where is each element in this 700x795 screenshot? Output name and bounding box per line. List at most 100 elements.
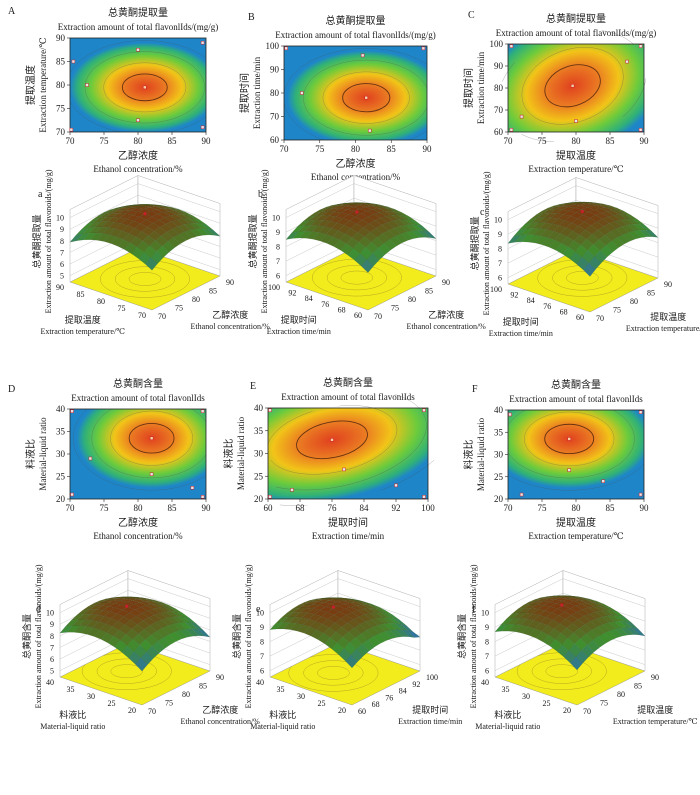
design-point <box>365 96 368 99</box>
z-axis-label-cn: 总黄酮含量 <box>456 614 467 659</box>
chart-title-cn: 总黄酮含量 <box>323 376 373 389</box>
design-point <box>291 488 294 491</box>
left-axis-tick-label: 20 <box>338 706 346 715</box>
chart-title-cn: 总黄酮提取量 <box>326 14 386 27</box>
chart-title-en: Extraction amount of total flavonlIds/(m… <box>58 22 218 32</box>
chart-title-cn: 总黄酮提取量 <box>108 6 168 19</box>
design-point <box>560 603 563 606</box>
x-tick-label: 80 <box>134 136 144 146</box>
chart-title-cn: 总黄酮提取量 <box>546 12 606 25</box>
left-axis-label-cn: 提取时间 <box>503 316 539 327</box>
x-axis-label-en: Ethanol concentration/% <box>93 531 183 541</box>
left-axis-tick-label: 68 <box>338 305 346 314</box>
y-tick-label: 90 <box>494 61 504 71</box>
y-axis-label-en: Extraction time/min <box>476 51 486 124</box>
right-axis-label-cn: 提取时间 <box>412 704 448 715</box>
y-tick-label: 70 <box>494 105 504 115</box>
design-point <box>423 495 426 498</box>
design-point <box>89 457 92 460</box>
right-axis-tick-label: 60 <box>358 707 366 716</box>
z-axis-label-cn: 总黄酮提取量 <box>247 214 258 268</box>
y-tick-label: 40 <box>56 404 66 414</box>
z-tick-label: 8 <box>260 638 264 647</box>
design-point <box>602 480 605 483</box>
left-axis-tick-label: 35 <box>67 685 75 694</box>
response-fill <box>508 410 644 499</box>
x-axis-label-en: Extraction time/min <box>312 531 385 541</box>
chart-title-en: Extraction amount of total flavonlIds <box>71 393 205 403</box>
left-axis-tick-label: 60 <box>354 311 362 320</box>
z-tick-label: 8 <box>485 638 489 647</box>
x-tick-label: 90 <box>640 136 650 146</box>
right-axis-tick-label: 68 <box>372 700 380 709</box>
design-point <box>423 409 426 412</box>
x-tick-label: 100 <box>421 503 435 513</box>
z-axis-label-cn: 总黄酮提取量 <box>469 216 480 270</box>
z-tick-label: 7 <box>498 259 502 268</box>
y-tick-label: 80 <box>494 83 504 93</box>
x-tick-label: 85 <box>606 136 616 146</box>
design-point <box>201 410 204 413</box>
y-tick-label: 30 <box>494 450 504 460</box>
x-tick-label: 85 <box>606 503 616 513</box>
y-axis-label-en: Extraction temperature/℃ <box>38 37 48 132</box>
design-point <box>520 115 523 118</box>
right-axis-tick-label: 85 <box>634 682 642 691</box>
design-point <box>520 493 523 496</box>
x-tick-label: 75 <box>100 503 110 513</box>
y-axis-label-en: Material-liquid ratio <box>38 417 48 491</box>
right-axis-tick-label: 85 <box>647 289 655 298</box>
left-axis-label-cn: 料液比 <box>494 709 521 720</box>
chart-title-en: Extraction amount of total flavonlIds <box>509 394 643 404</box>
right-axis-tick-label: 90 <box>442 278 450 287</box>
chart-title-en: Extraction amount of total flavonlIds <box>281 392 415 402</box>
design-point <box>71 410 74 413</box>
right-axis-tick-label: 90 <box>216 673 224 682</box>
right-axis-tick-label: 90 <box>664 280 672 289</box>
z-tick-label: 10 <box>494 216 502 225</box>
design-point <box>269 409 272 412</box>
left-axis-tick-label: 20 <box>563 706 571 715</box>
left-axis-tick-label: 30 <box>87 692 95 701</box>
y-tick-label: 40 <box>494 405 504 415</box>
right-axis-label-cn: 乙醇浓度 <box>202 704 238 715</box>
z-tick-label: 5 <box>60 272 64 281</box>
right-axis-tick-label: 85 <box>199 682 207 691</box>
chart-title-cn: 总黄酮含量 <box>113 377 163 390</box>
y-tick-label: 25 <box>254 471 264 481</box>
design-point <box>395 484 398 487</box>
design-point <box>343 468 346 471</box>
y-tick-label: 30 <box>56 449 66 459</box>
x-axis-label-en: Ethanol concentration/% <box>93 164 183 174</box>
right-axis-tick-label: 90 <box>226 278 234 287</box>
z-tick-label: 6 <box>276 272 280 281</box>
left-axis-tick-label: 25 <box>108 699 116 708</box>
y-tick-label: 90 <box>56 33 66 43</box>
left-axis-label-en: Extraction time/min <box>489 329 553 338</box>
y-axis-label-cn: 料液比 <box>462 440 475 470</box>
right-axis-tick-label: 90 <box>651 673 659 682</box>
left-axis-tick-label: 75 <box>118 304 126 313</box>
y-axis-label-en: Material-liquid ratio <box>236 416 246 490</box>
response-fill <box>70 409 206 499</box>
x-tick-label: 80 <box>572 503 582 513</box>
z-axis-label-en: Extraction amount of total flavonoids/(m… <box>34 564 43 708</box>
y-tick-label: 35 <box>494 427 504 437</box>
left-axis-label-en: Material-liquid ratio <box>250 722 315 731</box>
left-axis-tick-label: 40 <box>256 678 264 687</box>
right-axis-tick-label: 80 <box>617 690 625 699</box>
z-tick-label: 9 <box>260 623 264 632</box>
response-fill <box>284 46 427 140</box>
x-axis-label-cn: 提取温度 <box>556 149 596 162</box>
z-axis-label-en: Extraction amount of total flavonoids/(m… <box>469 564 478 708</box>
right-axis-tick-label: 80 <box>182 690 190 699</box>
y-tick-label: 70 <box>270 112 280 122</box>
x-tick-label: 76 <box>328 503 338 513</box>
x-tick-label: 68 <box>296 503 306 513</box>
x-tick-label: 80 <box>572 136 582 146</box>
